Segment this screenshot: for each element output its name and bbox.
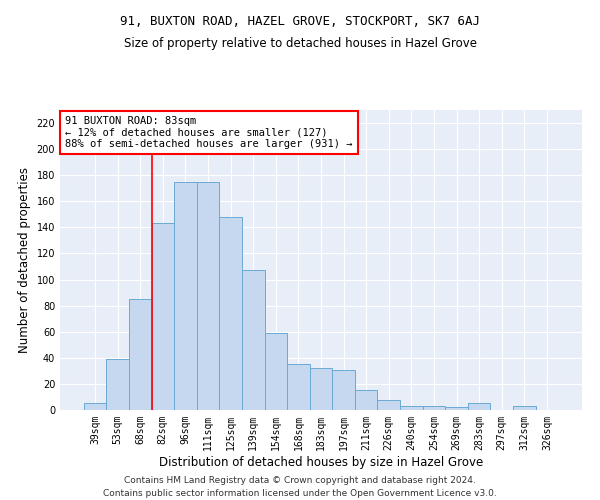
Bar (310, 368, 332, 410)
Bar (129, 299, 152, 410)
Bar (220, 217, 242, 410)
Bar (377, 400, 400, 410)
Bar (242, 270, 265, 410)
Bar (265, 333, 287, 410)
Bar (84, 404, 106, 410)
Bar (400, 406, 422, 410)
Y-axis label: Number of detached properties: Number of detached properties (18, 167, 31, 353)
Bar (287, 364, 310, 410)
Bar (445, 408, 468, 410)
Text: Contains HM Land Registry data © Crown copyright and database right 2024.: Contains HM Land Registry data © Crown c… (124, 476, 476, 485)
Bar (174, 182, 197, 410)
Bar (513, 406, 536, 410)
Bar (468, 404, 490, 410)
Bar (355, 390, 377, 410)
X-axis label: Distribution of detached houses by size in Hazel Grove: Distribution of detached houses by size … (159, 456, 483, 468)
Bar (197, 182, 220, 410)
Bar (106, 359, 129, 410)
Text: Contains public sector information licensed under the Open Government Licence v3: Contains public sector information licen… (103, 488, 497, 498)
Text: 91, BUXTON ROAD, HAZEL GROVE, STOCKPORT, SK7 6AJ: 91, BUXTON ROAD, HAZEL GROVE, STOCKPORT,… (120, 15, 480, 28)
Bar (332, 370, 355, 410)
Text: Size of property relative to detached houses in Hazel Grove: Size of property relative to detached ho… (124, 38, 476, 51)
Bar (152, 224, 174, 410)
Text: 91 BUXTON ROAD: 83sqm
← 12% of detached houses are smaller (127)
88% of semi-det: 91 BUXTON ROAD: 83sqm ← 12% of detached … (65, 116, 353, 149)
Bar (422, 406, 445, 410)
